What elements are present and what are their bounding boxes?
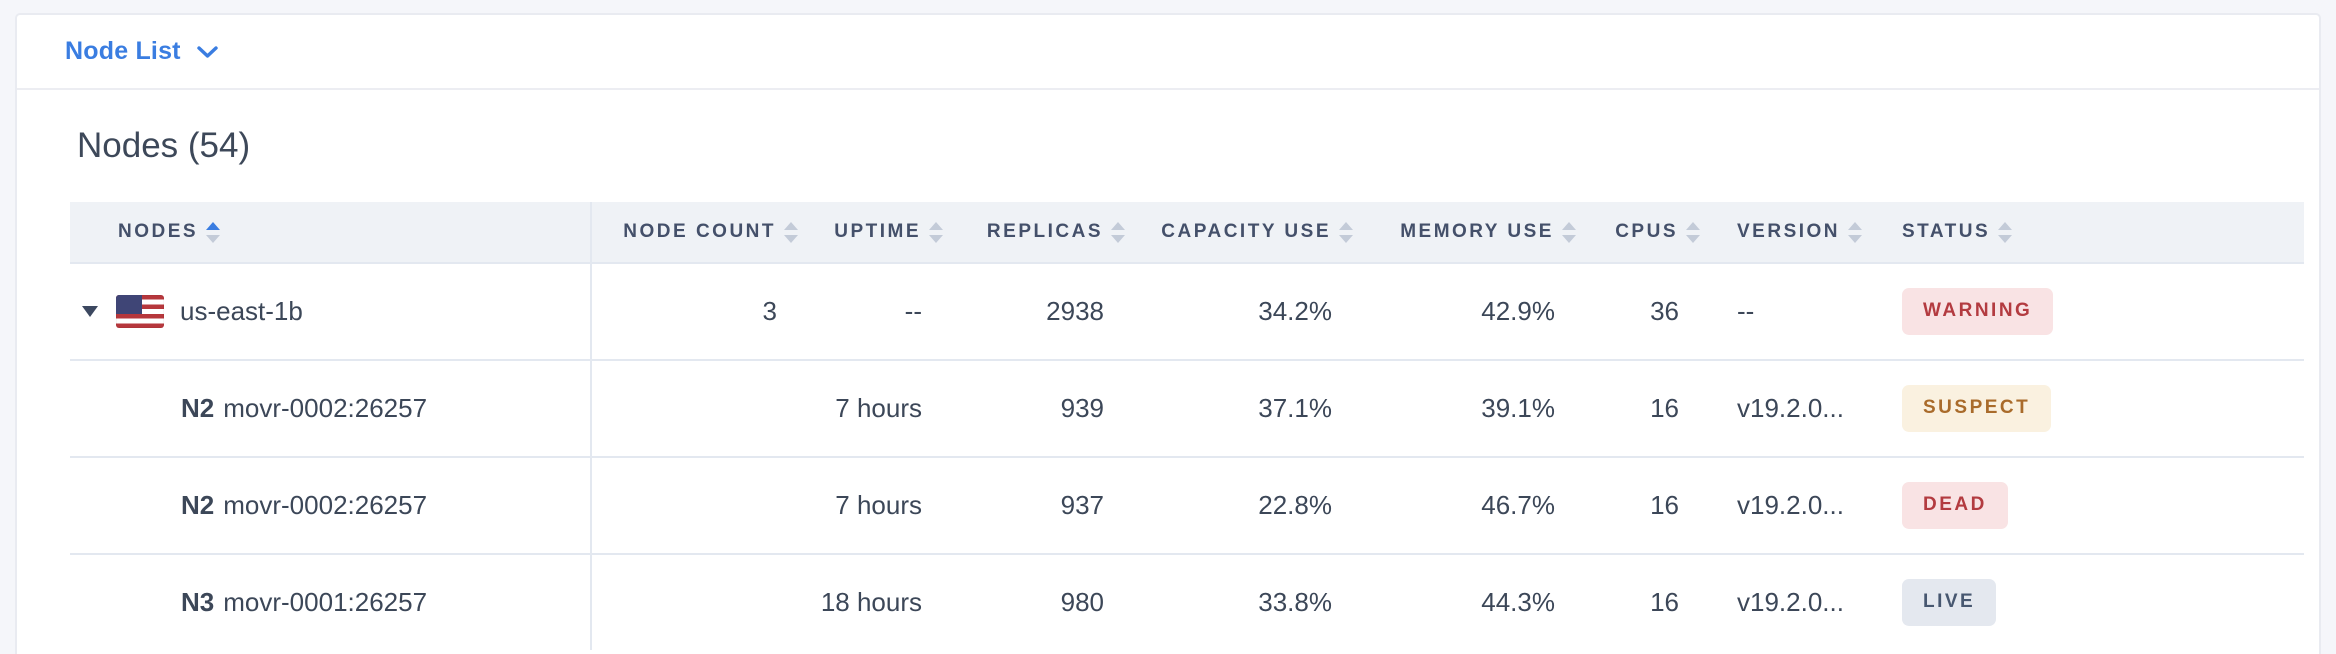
column-label: REPLICAS xyxy=(986,221,1103,242)
cpus-cell: 16 xyxy=(1650,587,1679,617)
status-badge: DEAD xyxy=(1902,482,2008,529)
column-header-capacity-use[interactable]: CAPACITY USE xyxy=(1131,202,1359,262)
capacity-use-cell: 34.2% xyxy=(1258,296,1332,326)
sort-arrows-icon xyxy=(1339,221,1353,243)
node-id: N2 xyxy=(181,393,215,423)
capacity-use-cell: 22.8% xyxy=(1258,490,1332,520)
column-label: MEMORY USE xyxy=(1400,221,1554,242)
sort-arrows-icon xyxy=(1111,221,1125,243)
replicas-cell: 939 xyxy=(1060,393,1104,423)
column-header-uptime[interactable]: UPTIME xyxy=(804,202,949,262)
nodes-card: Node List Nodes (54) NODES NODE COUNT xyxy=(15,13,2321,654)
table-row-node[interactable]: N2 movr-0002:26257 7 hours 937 22.8% 46.… xyxy=(70,456,2304,553)
node-address: movr-0001:26257 xyxy=(223,587,428,617)
uptime-cell: -- xyxy=(904,296,922,326)
node-id: N2 xyxy=(181,490,215,520)
node-count-cell xyxy=(592,458,804,553)
table-row-node[interactable]: N3 movr-0001:26257 18 hours 980 33.8% 44… xyxy=(70,553,2304,650)
node-cell: N3 movr-0001:26257 xyxy=(70,555,592,650)
capacity-use-cell: 37.1% xyxy=(1258,393,1332,423)
uptime-cell: 18 hours xyxy=(820,587,922,617)
column-header-node-count[interactable]: NODE COUNT xyxy=(592,202,804,262)
cpus-cell: 16 xyxy=(1650,393,1679,423)
memory-use-cell: 46.7% xyxy=(1481,490,1555,520)
version-cell: v19.2.0... xyxy=(1737,393,1844,423)
memory-use-cell: 42.9% xyxy=(1481,296,1555,326)
node-address: movr-0002:26257 xyxy=(223,490,428,520)
node-address: movr-0002:26257 xyxy=(223,393,428,423)
node-count-cell: 3 xyxy=(762,296,777,326)
status-cell: LIVE xyxy=(1876,555,2304,650)
page-title: Nodes (54) xyxy=(77,126,251,165)
sort-arrows-icon xyxy=(1848,221,1863,243)
region-cell: us-east-1b xyxy=(70,264,592,359)
chevron-down-icon xyxy=(196,45,219,59)
uptime-cell: 7 hours xyxy=(835,490,922,520)
status-cell: DEAD xyxy=(1876,458,2304,553)
status-badge: SUSPECT xyxy=(1902,385,2052,432)
cpus-cell: 16 xyxy=(1650,490,1679,520)
memory-use-cell: 44.3% xyxy=(1481,587,1555,617)
node-cell: N2 movr-0002:26257 xyxy=(70,458,592,553)
nodes-table: NODES NODE COUNT UPTIME REPLICAS CAPACIT… xyxy=(70,202,2304,650)
sort-arrows-icon xyxy=(784,221,798,243)
column-label: CPUS xyxy=(1615,221,1678,242)
status-cell: SUSPECT xyxy=(1876,361,2304,456)
column-label: NODES xyxy=(118,221,199,242)
version-cell: -- xyxy=(1737,296,1755,326)
cpus-cell: 36 xyxy=(1650,296,1679,326)
capacity-use-cell: 33.8% xyxy=(1258,587,1332,617)
status-cell: WARNING xyxy=(1876,264,2304,359)
view-selector-bar: Node List xyxy=(17,15,2319,90)
node-id: N3 xyxy=(181,587,215,617)
status-badge: LIVE xyxy=(1902,579,1997,626)
node-count-cell xyxy=(592,555,804,650)
column-header-status[interactable]: STATUS xyxy=(1876,202,2304,262)
table-header-row: NODES NODE COUNT UPTIME REPLICAS CAPACIT… xyxy=(70,202,2304,262)
sort-arrows-icon xyxy=(929,221,943,243)
column-label: CAPACITY USE xyxy=(1161,221,1331,242)
column-label: VERSION xyxy=(1737,221,1841,242)
version-cell: v19.2.0... xyxy=(1737,587,1844,617)
replicas-cell: 980 xyxy=(1060,587,1104,617)
column-label: NODE COUNT xyxy=(623,221,776,242)
version-cell: v19.2.0... xyxy=(1737,490,1844,520)
sort-arrows-icon xyxy=(206,221,221,243)
column-header-version[interactable]: VERSION xyxy=(1706,202,1876,262)
column-label: STATUS xyxy=(1902,221,1991,242)
column-header-replicas[interactable]: REPLICAS xyxy=(949,202,1131,262)
us-flag-icon xyxy=(116,295,164,328)
uptime-cell: 7 hours xyxy=(835,393,922,423)
region-name: us-east-1b xyxy=(180,296,303,326)
memory-use-cell: 39.1% xyxy=(1481,393,1555,423)
status-badge: WARNING xyxy=(1902,288,2054,335)
column-header-cpus[interactable]: CPUS xyxy=(1582,202,1706,262)
node-cell: N2 movr-0002:26257 xyxy=(70,361,592,456)
sort-arrows-icon xyxy=(1562,221,1576,243)
column-header-memory-use[interactable]: MEMORY USE xyxy=(1359,202,1582,262)
replicas-cell: 937 xyxy=(1060,490,1104,520)
table-row-node[interactable]: N2 movr-0002:26257 7 hours 939 37.1% 39.… xyxy=(70,359,2304,456)
view-selector-label: Node List xyxy=(65,37,181,65)
replicas-cell: 2938 xyxy=(1046,296,1104,326)
table-row-region[interactable]: us-east-1b 3 -- 2938 34.2% 42.9% 36 -- W… xyxy=(70,262,2304,359)
card-body: Nodes (54) NODES NODE COUNT UPTIME REPLI… xyxy=(17,123,2319,650)
column-header-nodes[interactable]: NODES xyxy=(70,202,592,262)
sort-arrows-icon xyxy=(1998,221,2013,243)
sort-arrows-icon xyxy=(1686,221,1700,243)
node-count-cell xyxy=(592,361,804,456)
column-label: UPTIME xyxy=(834,221,921,242)
caret-down-icon[interactable] xyxy=(82,306,98,317)
view-selector-dropdown[interactable]: Node List xyxy=(65,37,219,66)
